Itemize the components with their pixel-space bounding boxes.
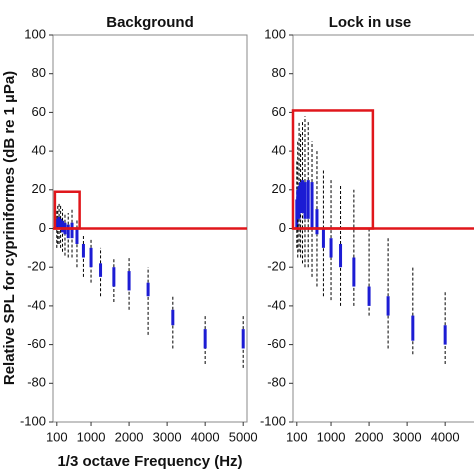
box — [339, 243, 343, 268]
y-tick-label: -100 — [260, 413, 286, 428]
box — [171, 309, 175, 326]
x-tick-label: 5000 — [229, 429, 258, 444]
x-tick-label: 1000 — [77, 429, 106, 444]
box — [241, 329, 245, 349]
box — [303, 182, 307, 219]
box — [61, 220, 65, 233]
y-tick-label: -60 — [27, 336, 46, 351]
box — [306, 180, 310, 219]
y-tick-label: 60 — [32, 104, 46, 119]
box — [301, 180, 305, 214]
y-tick-label: -80 — [27, 375, 46, 390]
y-tick-label: 100 — [264, 26, 286, 41]
y-tick-label: -20 — [267, 259, 286, 274]
box — [59, 218, 63, 229]
x-tick-label: 3000 — [393, 429, 422, 444]
x-tick-label: 100 — [286, 429, 308, 444]
box — [146, 282, 150, 297]
box — [297, 185, 301, 219]
box — [57, 216, 61, 229]
y-tick-label: 20 — [272, 181, 286, 196]
x-tick-label: 4000 — [191, 429, 220, 444]
x-tick-label: 4000 — [431, 429, 460, 444]
x-tick-label: 1000 — [317, 429, 346, 444]
box — [386, 296, 390, 316]
box — [89, 247, 93, 268]
box — [66, 224, 70, 239]
y-tick-label: 100 — [24, 26, 46, 41]
box — [299, 182, 303, 214]
box — [352, 257, 356, 287]
y-tick-label: 20 — [32, 181, 46, 196]
x-tick-label: 2000 — [115, 429, 144, 444]
y-tick-label: -40 — [27, 297, 46, 312]
panel-title: Lock in use — [329, 14, 412, 31]
y-tick-label: 40 — [32, 143, 46, 158]
box — [112, 267, 116, 287]
box — [329, 238, 333, 258]
box — [203, 329, 207, 349]
panel-title: Background — [106, 14, 194, 31]
y-tick-label: -20 — [27, 259, 46, 274]
y-tick-label: 0 — [279, 220, 286, 235]
y-tick-label: -60 — [267, 336, 286, 351]
y-tick-label: -80 — [267, 375, 286, 390]
y-tick-label: 80 — [272, 65, 286, 80]
box — [367, 286, 371, 306]
box — [70, 222, 74, 239]
box — [411, 315, 415, 341]
x-axis-label: 1/3 octave Frequency (Hz) — [57, 453, 242, 470]
box — [321, 228, 325, 248]
box — [310, 182, 314, 229]
y-tick-label: 0 — [39, 220, 46, 235]
y-axis-label: Relative SPL for cypriniformes (dB re 1 … — [1, 71, 18, 385]
y-tick-label: 60 — [272, 104, 286, 119]
box — [99, 263, 103, 277]
y-tick-label: -40 — [267, 297, 286, 312]
y-tick-label: -100 — [20, 413, 46, 428]
y-tick-label: 80 — [32, 65, 46, 80]
x-tick-label: 100 — [46, 429, 68, 444]
x-tick-label: 3000 — [153, 429, 182, 444]
box — [315, 209, 319, 235]
box — [75, 228, 79, 244]
box — [81, 243, 85, 258]
box — [443, 325, 447, 345]
x-tick-label: 2000 — [355, 429, 384, 444]
y-tick-label: 40 — [272, 143, 286, 158]
box — [127, 271, 131, 291]
